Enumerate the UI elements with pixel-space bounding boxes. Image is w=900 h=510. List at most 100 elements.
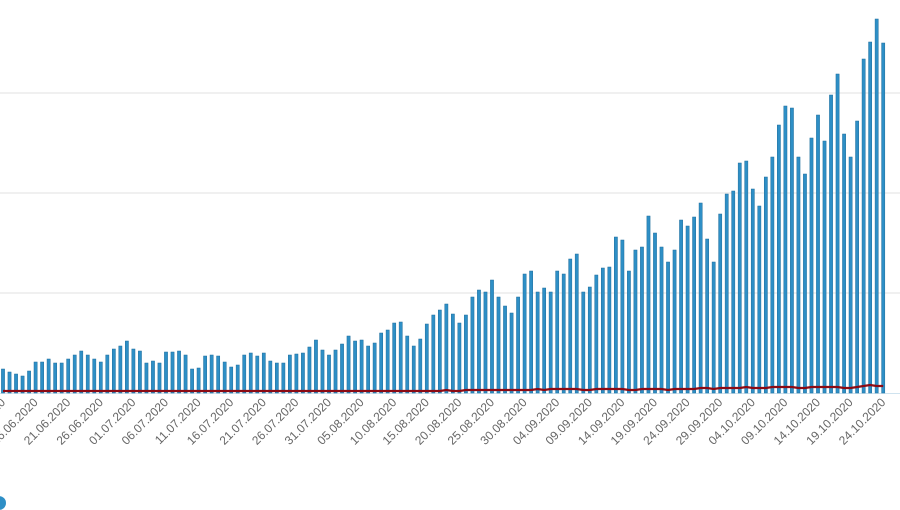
bar xyxy=(633,249,638,394)
bar xyxy=(555,270,560,394)
bar-series xyxy=(1,18,886,394)
bar xyxy=(196,367,201,394)
bar xyxy=(659,246,664,394)
bar xyxy=(816,114,820,394)
bar xyxy=(829,94,833,394)
bar xyxy=(770,156,775,394)
bar xyxy=(170,351,175,394)
bar xyxy=(581,291,586,394)
bar xyxy=(144,362,149,394)
bar xyxy=(398,321,403,394)
bar xyxy=(405,335,410,394)
trend-line xyxy=(3,383,884,393)
bar xyxy=(698,202,703,394)
bar xyxy=(666,261,670,394)
bar xyxy=(216,355,221,394)
bar xyxy=(1,368,5,394)
bar xyxy=(209,354,214,394)
bar xyxy=(392,322,397,394)
bar xyxy=(496,296,501,394)
bar xyxy=(646,215,651,394)
bar xyxy=(183,354,188,394)
bar xyxy=(235,364,240,394)
bar xyxy=(66,358,71,394)
bar xyxy=(855,120,859,394)
bar xyxy=(294,353,299,394)
bar xyxy=(59,362,64,394)
bar xyxy=(620,239,625,394)
bar xyxy=(20,375,25,394)
bar xyxy=(190,368,194,394)
bar xyxy=(301,352,305,394)
bar xyxy=(724,193,729,394)
bar xyxy=(718,213,723,394)
bar xyxy=(503,305,507,394)
bar xyxy=(118,345,123,394)
bar xyxy=(777,124,781,394)
bar xyxy=(803,173,807,394)
bar xyxy=(783,105,788,394)
bar xyxy=(640,246,644,394)
bar xyxy=(105,354,110,394)
bar xyxy=(385,329,390,394)
bar xyxy=(379,332,384,394)
bar xyxy=(861,58,866,394)
bar xyxy=(574,253,579,394)
bar xyxy=(679,219,683,394)
bar xyxy=(40,361,44,394)
bar xyxy=(431,314,436,394)
bar xyxy=(809,137,814,394)
bar xyxy=(750,188,755,394)
bar xyxy=(151,360,155,394)
bar xyxy=(685,225,690,394)
bar xyxy=(437,309,442,394)
bar xyxy=(418,338,423,394)
line-series xyxy=(3,383,884,393)
bar xyxy=(457,322,462,394)
bar xyxy=(27,370,31,394)
bar xyxy=(705,238,710,394)
bar xyxy=(790,107,794,394)
bar xyxy=(483,291,488,394)
bar xyxy=(692,216,696,394)
bar xyxy=(314,339,318,394)
bar xyxy=(255,355,260,394)
bar xyxy=(561,273,566,394)
bar xyxy=(203,355,207,394)
bar xyxy=(111,348,116,394)
bar xyxy=(763,176,768,394)
bar xyxy=(822,140,827,394)
bar xyxy=(594,274,599,394)
bar xyxy=(92,358,97,394)
bar xyxy=(164,351,168,394)
bar xyxy=(627,270,631,394)
bar xyxy=(281,362,286,394)
bar xyxy=(796,156,801,394)
bar xyxy=(848,156,853,394)
gridlines xyxy=(0,92,900,394)
bar xyxy=(7,371,12,394)
bar xyxy=(874,18,879,394)
bar xyxy=(477,289,481,394)
bar xyxy=(359,339,364,394)
bar xyxy=(731,190,736,394)
bar xyxy=(274,362,279,394)
bar xyxy=(320,349,325,394)
bar xyxy=(737,162,742,394)
bar xyxy=(757,205,762,394)
bar xyxy=(33,361,38,394)
bar xyxy=(522,273,527,394)
bar xyxy=(340,343,344,394)
bar xyxy=(607,266,612,394)
bar xyxy=(353,340,357,394)
bar xyxy=(125,340,129,394)
bar xyxy=(451,313,455,394)
bar xyxy=(868,41,873,394)
bar xyxy=(268,360,273,394)
bar xyxy=(516,296,520,394)
bar xyxy=(242,354,247,394)
bar xyxy=(744,160,749,394)
bar xyxy=(509,312,514,394)
bar xyxy=(307,346,312,394)
x-axis-tick-labels: 11.06.202016.06.202021.06.202026.06.2020… xyxy=(0,395,889,448)
